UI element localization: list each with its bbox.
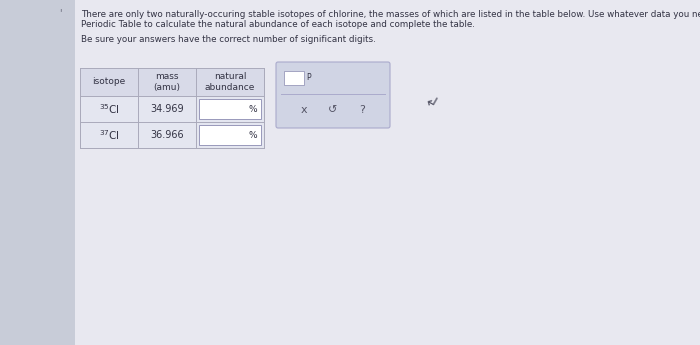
Text: ?: ? [359,105,365,115]
Text: natural
abundance: natural abundance [205,72,256,92]
Text: ': ' [59,8,62,18]
Text: P: P [306,73,311,82]
Text: There are only two naturally-occuring stable isotopes of chlorine, the masses of: There are only two naturally-occuring st… [81,10,700,19]
Text: ↲: ↲ [421,93,440,113]
Text: isotope: isotope [92,78,125,87]
Text: ↺: ↺ [328,105,337,115]
Text: $^{37}$Cl: $^{37}$Cl [99,128,120,142]
Text: 34.969: 34.969 [150,104,184,114]
Text: x: x [301,105,307,115]
Text: $^{35}$Cl: $^{35}$Cl [99,102,120,116]
Text: %: % [248,105,257,114]
Text: Be sure your answers have the correct number of significant digits.: Be sure your answers have the correct nu… [81,35,376,44]
Text: mass
(amu): mass (amu) [153,72,181,92]
Bar [80,68,264,148]
Bar [0,0,75,345]
Text: 36.966: 36.966 [150,130,184,140]
Bar [199,99,261,119]
Text: Periodic Table to calculate the natural abundance of each isotope and complete t: Periodic Table to calculate the natural … [81,20,475,29]
Bar [199,125,261,145]
Text: %: % [248,130,257,139]
Bar [284,71,304,85]
Bar [80,68,264,96]
FancyBboxPatch shape [276,62,390,128]
